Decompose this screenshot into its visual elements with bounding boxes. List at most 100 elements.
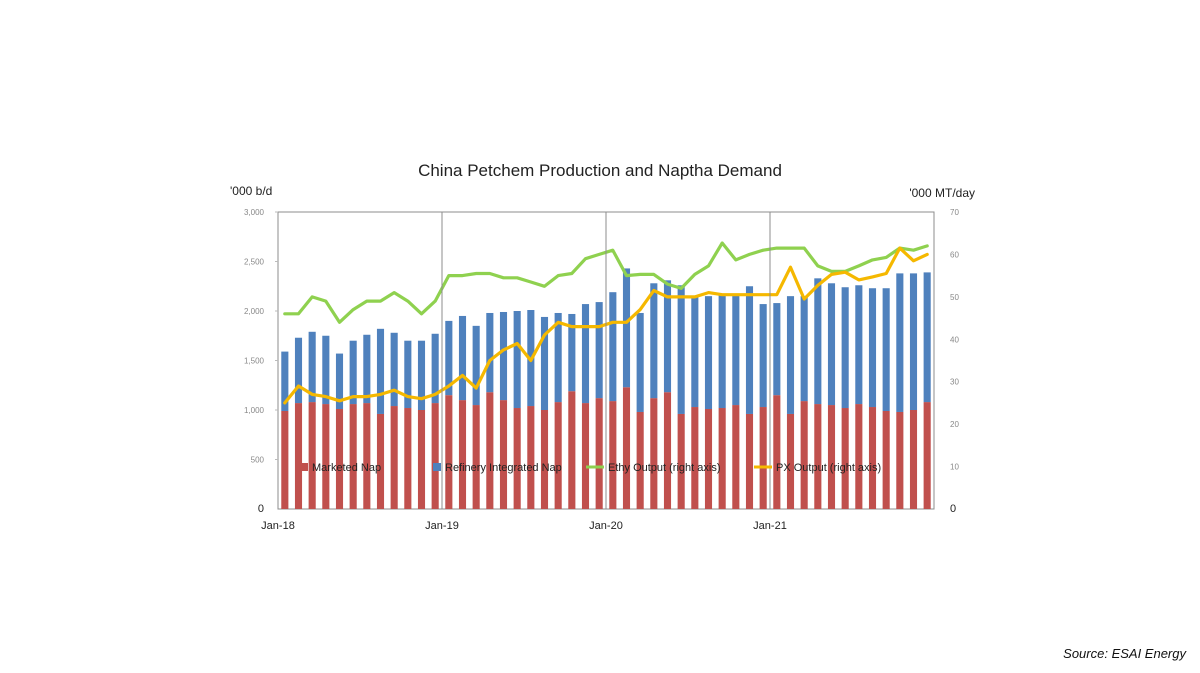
bar-marketed-nap-24 xyxy=(609,401,617,509)
bar-refinery-integrated-nap-15 xyxy=(486,312,494,393)
bar-marketed-nap-37 xyxy=(786,413,795,509)
bar-refinery-integrated-nap-8 xyxy=(390,332,398,407)
bar-marketed-nap-41 xyxy=(841,408,849,509)
bar-marketed-nap-22 xyxy=(581,403,590,509)
bar-marketed-nap-18 xyxy=(527,406,535,509)
bar-marketed-nap-32 xyxy=(718,408,726,509)
bar-refinery-integrated-nap-12 xyxy=(445,320,453,396)
bar-marketed-nap-9 xyxy=(404,408,412,509)
right-tick-label: 30 xyxy=(950,378,959,387)
bar-marketed-nap-46 xyxy=(909,410,918,509)
left-tick-label: 2,000 xyxy=(244,307,265,316)
bar-marketed-nap-40 xyxy=(827,405,836,509)
bar-refinery-integrated-nap-46 xyxy=(909,273,918,410)
bar-refinery-integrated-nap-47 xyxy=(923,272,931,403)
bar-refinery-integrated-nap-14 xyxy=(472,325,480,406)
bar-refinery-integrated-nap-44 xyxy=(882,288,890,411)
bar-marketed-nap-12 xyxy=(445,395,453,509)
left-tick-label: 3,000 xyxy=(244,208,265,217)
right-tick-label: 70 xyxy=(950,208,959,217)
bar-refinery-integrated-nap-24 xyxy=(609,292,617,402)
bar-refinery-integrated-nap-13 xyxy=(458,315,467,401)
left-tick-label: 1,500 xyxy=(244,357,265,366)
right-axis-unit: '000 MT/day xyxy=(909,186,975,200)
bar-refinery-integrated-nap-4 xyxy=(335,353,344,410)
bar-refinery-integrated-nap-26 xyxy=(636,312,644,412)
bar-marketed-nap-16 xyxy=(499,400,508,509)
x-tick-label: Jan-20 xyxy=(589,520,623,532)
legend-label-refinery-integrated-nap: Refinery Integrated Nap xyxy=(445,462,562,474)
bar-refinery-integrated-nap-37 xyxy=(786,296,795,414)
bar-refinery-integrated-nap-31 xyxy=(704,296,713,410)
bar-refinery-integrated-nap-35 xyxy=(759,304,767,408)
bar-refinery-integrated-nap-17 xyxy=(513,311,521,409)
bar-refinery-integrated-nap-6 xyxy=(363,334,371,404)
bar-refinery-integrated-nap-38 xyxy=(800,296,808,402)
bar-refinery-integrated-nap-21 xyxy=(568,313,576,392)
bar-marketed-nap-17 xyxy=(513,408,521,509)
bar-refinery-integrated-nap-34 xyxy=(745,286,754,414)
legend-swatch-marketed-nap xyxy=(300,463,308,471)
left-axis-ticks: 0 500 1,000 1,500 2,000 2,500 3,000 xyxy=(244,208,278,515)
x-axis-ticks: Jan-18 Jan-19 Jan-20 Jan-21 xyxy=(261,520,787,532)
bar-refinery-integrated-nap-25 xyxy=(622,268,631,388)
bar-marketed-nap-34 xyxy=(745,413,754,509)
bar-refinery-integrated-nap-11 xyxy=(431,333,439,404)
right-axis-ticks: 0 10 20 30 40 50 60 70 xyxy=(950,208,959,515)
bar-refinery-integrated-nap-41 xyxy=(841,287,849,409)
right-tick-label: 60 xyxy=(950,250,959,259)
bar-marketed-nap-45 xyxy=(896,411,904,509)
bar-refinery-integrated-nap-0 xyxy=(281,351,289,411)
legend-label-px-output: PX Output (right axis) xyxy=(776,462,881,474)
bar-marketed-nap-20 xyxy=(554,402,562,509)
bar-marketed-nap-38 xyxy=(800,401,808,509)
bar-marketed-nap-39 xyxy=(814,404,822,509)
chart-title: China Petchem Production and Naptha Dema… xyxy=(418,161,782,180)
bar-marketed-nap-25 xyxy=(622,387,631,509)
legend-label-ethy-output: Ethy Output (right axis) xyxy=(608,462,721,474)
bar-refinery-integrated-nap-43 xyxy=(868,288,877,408)
bar-refinery-integrated-nap-2 xyxy=(308,331,316,403)
bar-refinery-integrated-nap-42 xyxy=(855,285,863,405)
bar-refinery-integrated-nap-10 xyxy=(417,340,426,410)
bar-marketed-nap-5 xyxy=(349,404,357,509)
left-tick-label: 0 xyxy=(258,503,264,515)
bar-refinery-integrated-nap-16 xyxy=(499,311,508,401)
bar-marketed-nap-35 xyxy=(759,407,767,509)
bar-refinery-integrated-nap-7 xyxy=(376,328,385,414)
bar-refinery-integrated-nap-30 xyxy=(691,296,699,408)
bar-refinery-integrated-nap-22 xyxy=(581,304,590,404)
bar-marketed-nap-11 xyxy=(431,403,439,509)
bar-refinery-integrated-nap-33 xyxy=(732,294,740,406)
bar-marketed-nap-7 xyxy=(376,413,385,509)
bar-refinery-integrated-nap-23 xyxy=(595,302,603,399)
left-axis-unit: '000 b/d xyxy=(230,184,272,198)
bar-refinery-integrated-nap-28 xyxy=(663,280,672,393)
bar-marketed-nap-29 xyxy=(677,413,685,509)
x-tick-label: Jan-19 xyxy=(425,520,459,532)
bar-refinery-integrated-nap-29 xyxy=(677,285,685,414)
bar-refinery-integrated-nap-19 xyxy=(540,316,549,410)
source-note: Source: ESAI Energy xyxy=(1063,646,1186,661)
bar-marketed-nap-3 xyxy=(322,404,330,509)
bar-marketed-nap-1 xyxy=(294,403,303,509)
bar-marketed-nap-30 xyxy=(691,407,699,509)
right-tick-label: 40 xyxy=(950,335,959,344)
bar-refinery-integrated-nap-20 xyxy=(554,312,562,403)
x-tick-label: Jan-18 xyxy=(261,520,295,532)
bar-refinery-integrated-nap-27 xyxy=(650,283,658,399)
bar-marketed-nap-23 xyxy=(595,398,603,509)
bar-marketed-nap-15 xyxy=(486,392,494,509)
right-tick-label: 10 xyxy=(950,463,959,472)
bar-marketed-nap-4 xyxy=(335,409,344,509)
bar-marketed-nap-43 xyxy=(868,407,877,509)
bar-refinery-integrated-nap-36 xyxy=(773,303,781,396)
left-tick-label: 2,500 xyxy=(244,258,265,267)
legend: Marketed Nap Refinery Integrated Nap Eth… xyxy=(300,462,881,474)
bar-refinery-integrated-nap-9 xyxy=(404,340,412,409)
right-tick-label: 50 xyxy=(950,293,959,302)
bar-marketed-nap-6 xyxy=(363,403,371,509)
legend-swatch-refinery-integrated-nap xyxy=(433,463,441,471)
x-tick-label: Jan-21 xyxy=(753,520,787,532)
bar-marketed-nap-2 xyxy=(308,402,316,509)
